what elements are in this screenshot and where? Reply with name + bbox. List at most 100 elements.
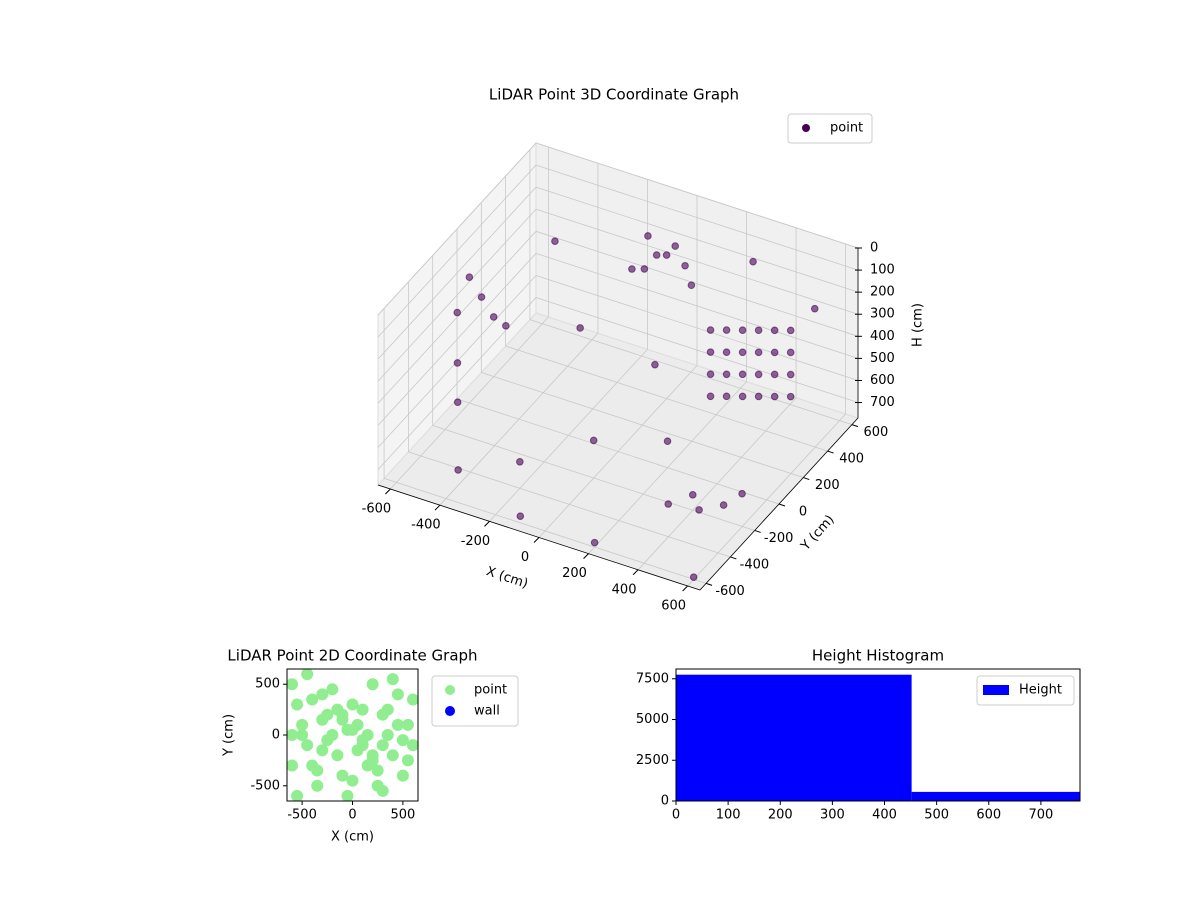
point <box>754 348 763 357</box>
point <box>706 370 715 378</box>
point <box>770 348 779 357</box>
point <box>287 759 299 772</box>
y-axis-label: Y (cm) <box>222 714 237 757</box>
grid-line <box>535 275 859 381</box>
point <box>644 232 652 240</box>
point <box>551 237 559 245</box>
point <box>738 489 746 498</box>
grid-line <box>456 398 780 505</box>
y-tick-label: 200 <box>815 478 840 493</box>
x-tick-label: 500 <box>924 808 949 823</box>
y-tick <box>778 503 786 507</box>
x-tick-label: 400 <box>872 808 897 823</box>
point <box>406 739 418 752</box>
point <box>366 678 379 691</box>
point <box>376 739 389 752</box>
grid-line <box>377 208 537 382</box>
x-tick <box>682 585 688 592</box>
point <box>326 683 339 696</box>
grid-line <box>481 372 804 478</box>
point <box>356 703 369 716</box>
y-tick-label: -500 <box>250 778 280 793</box>
point <box>689 573 698 581</box>
x-tick-label: 100 <box>716 808 741 823</box>
point <box>770 370 779 379</box>
point <box>453 398 462 407</box>
z-axis-label: H (cm) <box>911 303 926 347</box>
x-axis-label: X (cm) <box>331 830 374 845</box>
y-tick <box>705 582 713 586</box>
point <box>590 538 599 547</box>
point <box>786 392 795 401</box>
x-tick-label: 700 <box>1028 808 1053 823</box>
point <box>706 392 715 401</box>
y-tick-label: 600 <box>864 425 889 440</box>
point <box>306 693 319 706</box>
grid-line <box>535 253 859 359</box>
x-tick <box>434 504 441 511</box>
z-tick-label: 100 <box>870 263 895 278</box>
y-tick <box>803 477 810 481</box>
point <box>316 688 329 701</box>
point <box>346 774 359 787</box>
y-tick-label: -600 <box>715 584 745 599</box>
point <box>786 348 795 357</box>
point <box>366 749 379 762</box>
legend-marker <box>802 124 810 132</box>
y-tick-label: 0 <box>799 505 807 520</box>
point <box>786 326 795 335</box>
legend-box <box>976 675 1075 706</box>
grid-line <box>383 478 707 584</box>
z-tick-label: 200 <box>870 285 895 300</box>
x-tick-label: 200 <box>562 566 587 581</box>
point <box>465 273 474 281</box>
legend-label: point <box>474 683 507 698</box>
point <box>722 348 731 356</box>
point <box>346 723 359 736</box>
point <box>381 729 394 741</box>
point <box>738 348 747 357</box>
grid-line <box>377 297 537 470</box>
point <box>291 698 304 711</box>
grid-line <box>377 142 537 316</box>
point <box>754 326 763 335</box>
chart-title: LiDAR Point 2D Coordinate Graph <box>227 647 477 665</box>
point <box>346 698 359 711</box>
y-tick-label: 0 <box>661 794 669 809</box>
point <box>386 749 399 762</box>
point <box>301 739 314 752</box>
point <box>316 713 329 726</box>
y-tick-label: -200 <box>764 531 794 546</box>
y-tick-label: -400 <box>740 557 770 572</box>
point <box>695 506 703 514</box>
point <box>321 734 334 747</box>
point <box>671 242 680 250</box>
point <box>754 370 763 379</box>
z-tick-label: 700 <box>870 395 895 410</box>
point <box>719 501 728 509</box>
z-tick-label: 600 <box>870 373 895 388</box>
y-tick-label: 2500 <box>636 753 669 768</box>
point <box>311 779 324 792</box>
point <box>401 754 414 767</box>
y-tick <box>730 556 737 560</box>
point <box>651 360 659 369</box>
y-tick-label: 5000 <box>636 712 669 727</box>
point <box>706 348 715 356</box>
point <box>341 789 354 801</box>
grid-line <box>377 186 537 360</box>
point <box>391 688 404 701</box>
point <box>376 784 389 797</box>
x-tick-label: 0 <box>348 808 356 823</box>
point <box>640 265 649 273</box>
x-tick-label: 0 <box>672 808 680 823</box>
y-tick <box>851 424 859 428</box>
point <box>316 744 329 757</box>
grid-line <box>505 345 828 452</box>
x-tick-label: -600 <box>362 502 392 517</box>
x-tick-label: 300 <box>820 808 845 823</box>
axes-frame <box>286 668 419 802</box>
grid-line <box>535 186 859 293</box>
point <box>688 491 697 499</box>
